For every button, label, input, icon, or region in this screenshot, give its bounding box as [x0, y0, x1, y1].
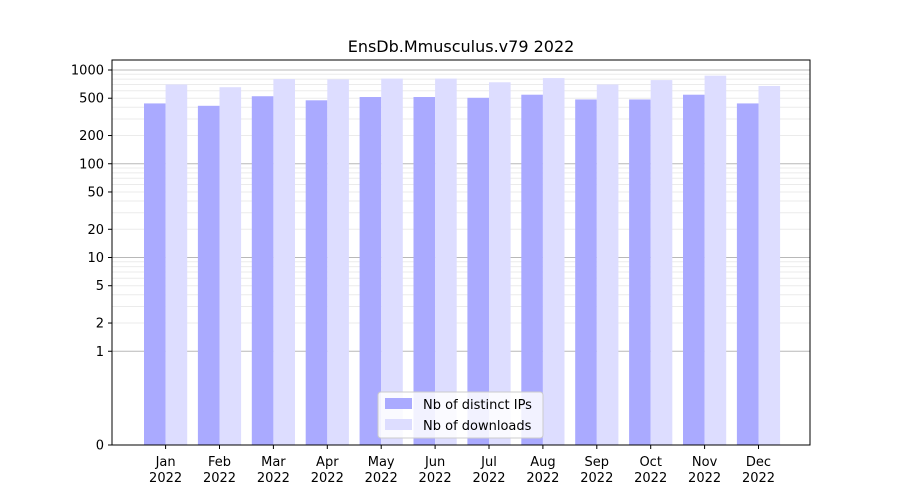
x-tick-label-month: Jan	[155, 455, 176, 470]
legend-label-downloads: Nb of downloads	[423, 419, 532, 434]
x-tick-label-month: Dec	[746, 455, 771, 470]
bar	[521, 94, 543, 445]
bar	[467, 97, 489, 445]
x-tick-label-month: Oct	[639, 455, 661, 470]
x-tick-label-year: 2022	[311, 471, 344, 486]
x-tick-label-year: 2022	[149, 471, 182, 486]
x-tick-label-year: 2022	[580, 471, 613, 486]
bar	[305, 100, 328, 446]
x-tick-label-year: 2022	[742, 471, 775, 486]
bar	[650, 80, 673, 445]
y-tick-label: 1000	[71, 64, 104, 79]
y-axis: 0 1 2 5 10 20 50 100 200 500 1000	[71, 64, 112, 454]
x-tick-label-year: 2022	[472, 471, 505, 486]
x-tick-label-month: May	[368, 455, 395, 470]
bar	[165, 84, 188, 445]
bar	[683, 94, 705, 445]
x-tick-label-year: 2022	[365, 471, 398, 486]
bar	[251, 96, 274, 446]
plot-frame	[111, 59, 811, 446]
y-tick-label: 0	[96, 439, 104, 454]
legend-swatch-downloads	[385, 419, 412, 430]
x-tick-label-month: Jul	[480, 455, 497, 470]
bar	[758, 86, 781, 445]
bar	[704, 75, 727, 445]
x-tick-label-month: Jun	[424, 455, 445, 470]
y-tick-label: 20	[87, 223, 104, 238]
x-tick-label-month: Aug	[530, 455, 555, 470]
y-tick-label: 10	[87, 251, 104, 266]
legend: Nb of distinct IPs Nb of downloads	[377, 391, 544, 439]
y-tick-label: 200	[79, 129, 104, 144]
y-tick-label: 2	[96, 317, 104, 332]
bar	[435, 78, 457, 445]
bar	[327, 79, 349, 446]
legend-label-ips: Nb of distinct IPs	[423, 398, 532, 413]
y-tick-label: 1	[96, 345, 104, 360]
bar	[144, 103, 166, 445]
y-tick-label: 100	[79, 157, 104, 172]
x-tick-label-month: Feb	[208, 455, 231, 470]
x-tick-label-month: Apr	[316, 455, 339, 470]
chart-title: EnsDb.Mmusculus.v79 2022	[348, 37, 575, 56]
bar	[381, 78, 403, 445]
legend-swatch-ips	[385, 398, 412, 409]
bar	[542, 78, 565, 445]
y-tick-label: 5	[96, 279, 104, 294]
x-axis: Jan2022Feb2022Mar2022Apr2022May2022Jun20…	[149, 445, 775, 486]
bar	[629, 99, 651, 445]
bar	[197, 105, 220, 446]
x-tick-label-year: 2022	[257, 471, 290, 486]
x-tick-label-year: 2022	[203, 471, 236, 486]
bar	[359, 97, 382, 446]
bar	[273, 79, 295, 445]
bar	[575, 99, 597, 445]
bar	[596, 84, 619, 445]
y-tick-label: 50	[87, 185, 104, 200]
x-tick-label-year: 2022	[526, 471, 559, 486]
bar	[736, 103, 759, 445]
bar	[219, 87, 242, 445]
x-tick-label-year: 2022	[634, 471, 667, 486]
x-tick-label-year: 2022	[419, 471, 452, 486]
legend-box	[377, 391, 544, 439]
bar	[413, 97, 436, 446]
x-tick-label-year: 2022	[688, 471, 721, 486]
bars	[144, 75, 781, 446]
y-tick-label: 500	[79, 92, 104, 107]
x-tick-label-month: Sep	[585, 455, 610, 470]
x-tick-label-month: Mar	[261, 455, 286, 470]
bar	[489, 82, 511, 446]
x-tick-label-month: Nov	[692, 455, 718, 470]
